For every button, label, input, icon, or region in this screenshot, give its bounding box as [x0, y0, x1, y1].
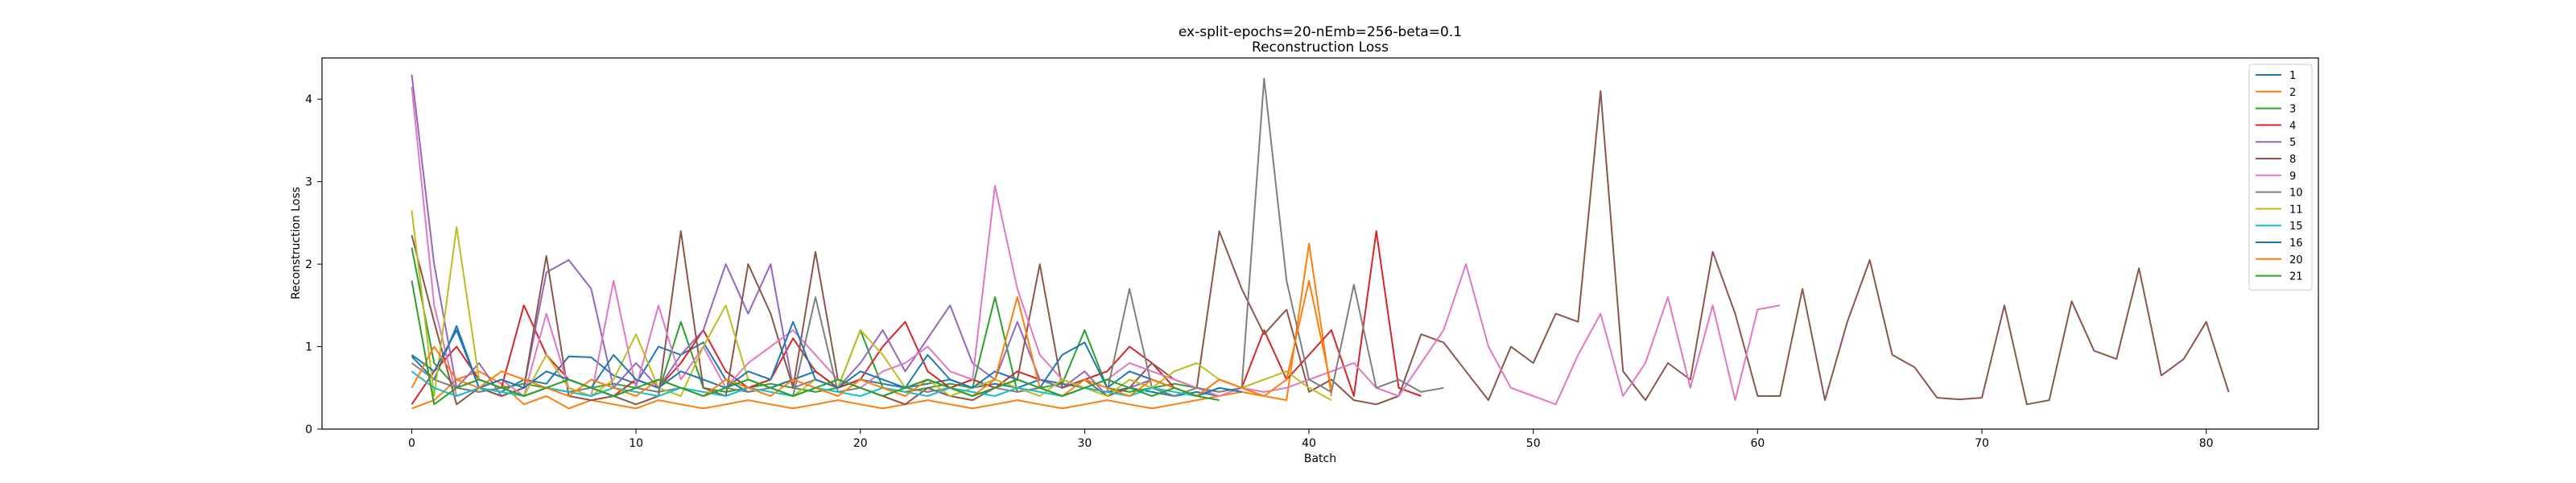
series-line-10 — [411, 77, 1444, 397]
x-axis-label: Batch — [1304, 452, 1336, 465]
legend-box — [2248, 64, 2313, 291]
series-group — [411, 74, 2230, 410]
x-tick-label: 70 — [1975, 437, 1989, 450]
x-tick-label: 50 — [1526, 437, 1541, 450]
legend-label-10: 10 — [2289, 188, 2303, 200]
legend-label-5: 5 — [2289, 137, 2296, 149]
y-tick-label: 0 — [305, 423, 312, 436]
x-tick-label: 10 — [629, 437, 643, 450]
legend-label-8: 8 — [2289, 154, 2296, 166]
x-tick-label: 20 — [853, 437, 868, 450]
series-line-21 — [411, 280, 1220, 406]
x-tick-label: 80 — [2199, 437, 2214, 450]
legend-label-2: 2 — [2289, 87, 2296, 99]
legend-label-3: 3 — [2289, 104, 2296, 116]
series-line-9 — [411, 86, 1781, 406]
legend-label-16: 16 — [2289, 237, 2303, 250]
chart-subtitle: Reconstruction Loss — [1252, 39, 1389, 56]
x-tick-label: 0 — [408, 437, 415, 450]
y-tick-label: 1 — [305, 341, 312, 354]
y-axis-label: Reconstruction Loss — [290, 187, 303, 299]
axes-group: 0 10 20 30 40 50 60 70 80 0 1 2 3 4 — [305, 93, 2214, 450]
series-line-2 — [411, 242, 1332, 410]
legend-label-21: 21 — [2289, 271, 2303, 283]
plot-area — [321, 57, 2319, 430]
legend-label-9: 9 — [2289, 171, 2296, 183]
legend-label-15: 15 — [2289, 221, 2303, 233]
legend-label-11: 11 — [2289, 204, 2303, 216]
legend: 1 2 3 4 5 8 9 10 11 15 16 20 21 — [2248, 64, 2313, 291]
plot-frame — [321, 57, 2319, 430]
y-tick-label: 3 — [305, 176, 312, 189]
x-tick-label: 30 — [1078, 437, 1092, 450]
legend-label-1: 1 — [2289, 70, 2296, 82]
x-tick-label: 60 — [1750, 437, 1765, 450]
legend-label-20: 20 — [2289, 254, 2303, 266]
x-tick-label: 40 — [1302, 437, 1316, 450]
series-line-11 — [411, 210, 1332, 401]
y-tick-label: 4 — [305, 93, 312, 106]
legend-label-4: 4 — [2289, 120, 2296, 132]
chart-title: ex-split-epochs=20-nEmb=256-beta=0.1 — [1179, 24, 1462, 40]
y-tick-label: 2 — [305, 258, 312, 271]
